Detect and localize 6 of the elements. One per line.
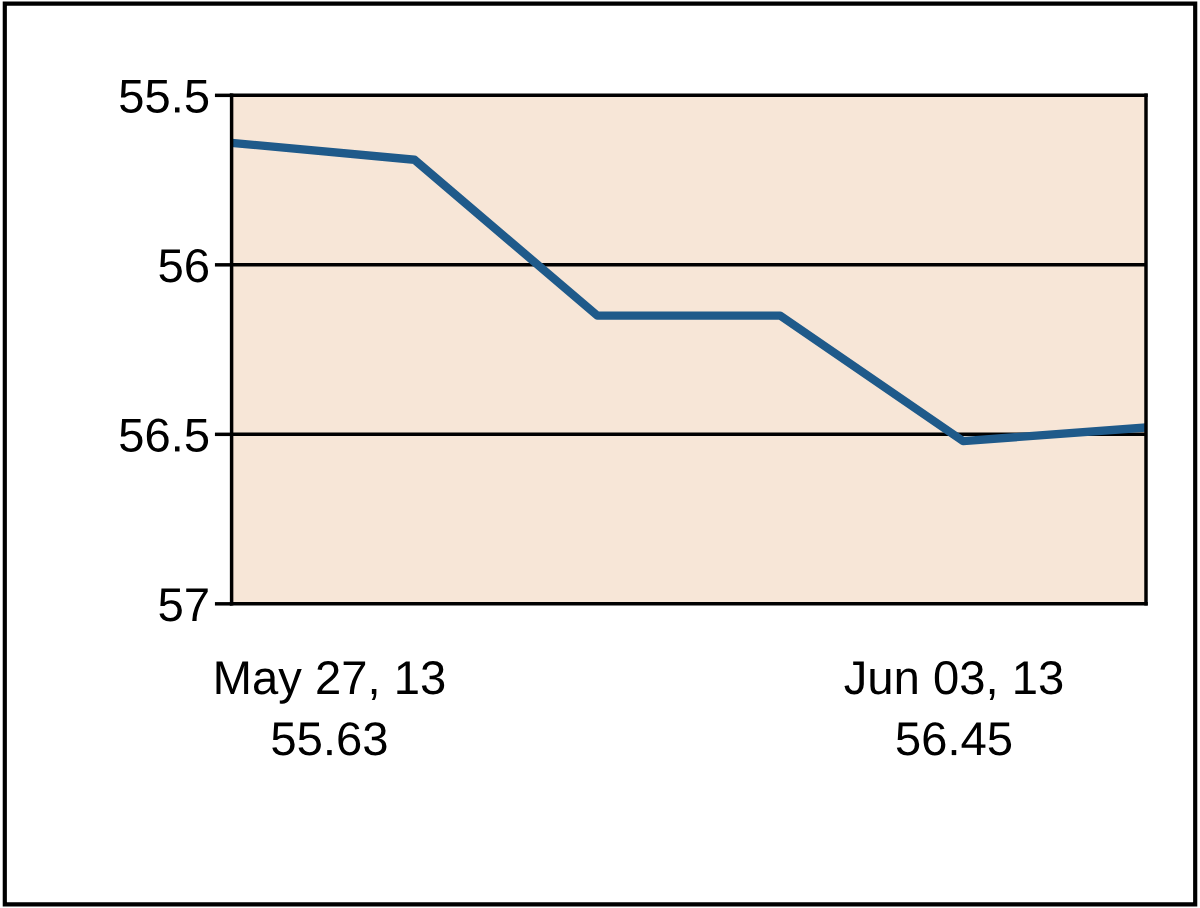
- y-tick-label: 56.5: [120, 418, 209, 452]
- y-tick-label: 56: [159, 248, 208, 283]
- y-tick-label: 57: [159, 588, 208, 622]
- text: Jun 03, 13 56.45: [844, 661, 1063, 756]
- y-tick-label: 55.5: [120, 79, 209, 113]
- text: May 27, 13 55.63: [216, 661, 445, 756]
